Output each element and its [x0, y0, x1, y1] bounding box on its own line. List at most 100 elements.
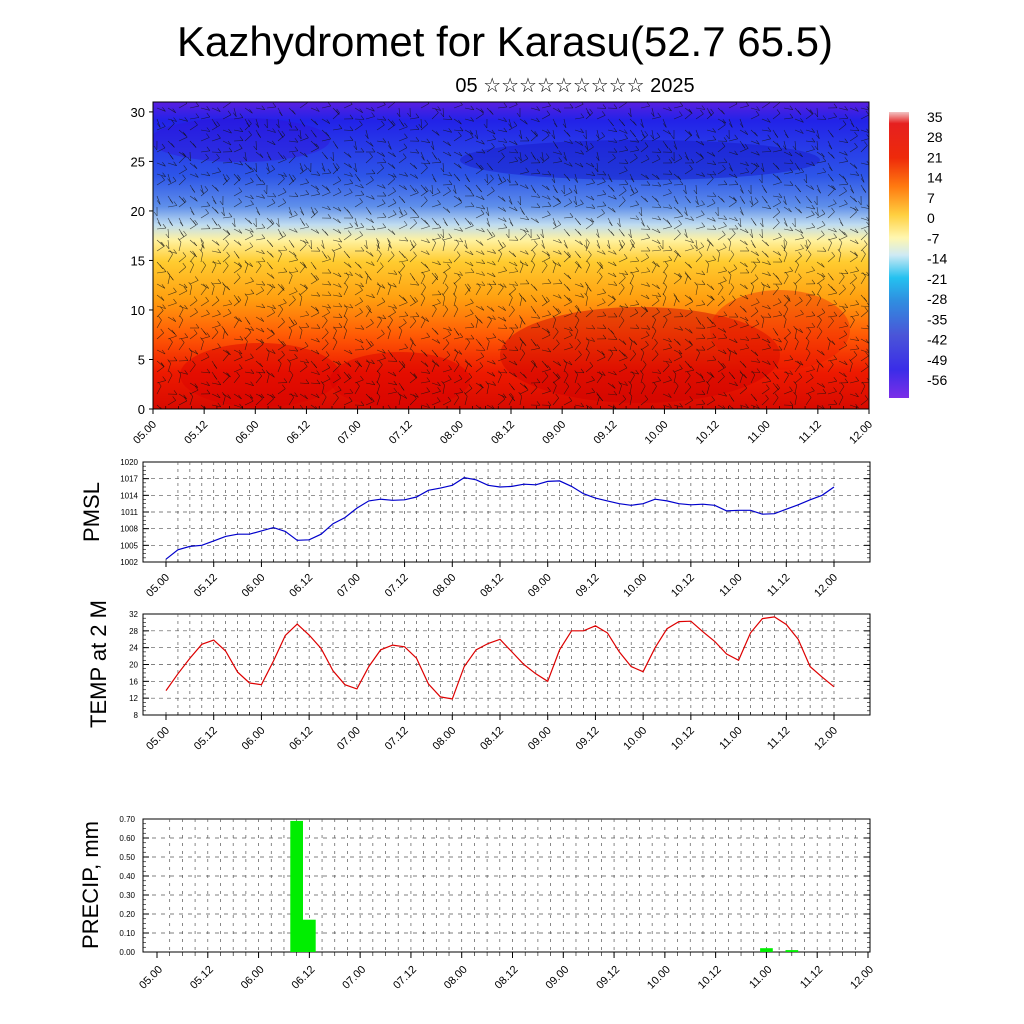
wind-barb-flag	[800, 244, 804, 249]
wind-barb	[178, 129, 187, 137]
colorbar-label: 14	[927, 170, 943, 186]
wind-barb	[255, 238, 265, 241]
wind-barb-flag	[382, 191, 387, 197]
wind-barb	[255, 290, 264, 296]
wind-barb	[376, 227, 386, 230]
wind-barb-flag	[276, 222, 280, 228]
wind-barb	[233, 129, 243, 132]
wind-barb	[354, 162, 357, 172]
wind-barb-flag	[413, 218, 417, 224]
heatmap-x-tick-label: 09.12	[591, 419, 619, 447]
wind-barb-flag	[346, 253, 350, 259]
wind-barb	[530, 244, 538, 252]
wind-barb-flag	[656, 175, 660, 180]
wind-barb-flag	[854, 206, 859, 211]
wind-barb-flag	[282, 198, 287, 203]
wind-barb-flag	[447, 151, 452, 157]
wind-barb	[519, 250, 529, 255]
wind-barb-flag	[182, 262, 187, 268]
precip-bars	[290, 820, 799, 952]
wind-barb-flag	[778, 178, 782, 183]
wind-barb-flag	[440, 112, 444, 118]
wind-barb	[475, 195, 485, 200]
wind-barb-flag	[183, 153, 187, 158]
wind-barb	[332, 239, 342, 243]
wind-barb-flag	[862, 188, 867, 193]
wind-barb-flag	[558, 294, 562, 299]
wind-barb	[244, 281, 254, 285]
wind-barb	[629, 217, 639, 220]
wind-barb	[849, 107, 859, 112]
wind-barb-flag	[459, 102, 463, 106]
wind-barb	[486, 316, 496, 320]
wind-barb	[662, 118, 667, 128]
wind-barb-flag	[525, 167, 529, 172]
wind-barb	[530, 264, 536, 274]
wind-barb-flag	[788, 151, 793, 157]
wind-barb-flag	[294, 146, 299, 151]
wind-barb	[728, 217, 738, 222]
wind-barb-flag	[503, 223, 508, 228]
wind-barb-flag	[765, 253, 769, 258]
precip-bar	[760, 948, 773, 952]
wind-barb	[717, 270, 727, 274]
wind-barb	[332, 167, 340, 175]
wind-barb	[178, 290, 188, 296]
wind-barb-flag	[226, 229, 230, 235]
wind-barb-flag	[447, 141, 451, 146]
wind-barb	[409, 283, 419, 286]
wind-barb	[508, 160, 518, 164]
wind-barb-flag	[184, 117, 188, 122]
wind-barb	[541, 173, 551, 176]
wind-barb	[376, 239, 380, 249]
wind-barb	[695, 255, 703, 263]
wind-barb	[167, 302, 177, 307]
wind-barb	[684, 112, 692, 120]
wind-barb	[585, 239, 588, 249]
wind-barb-flag	[767, 271, 771, 276]
wind-barb-flag	[514, 156, 519, 162]
wind-barb	[321, 239, 325, 249]
wind-barb	[552, 294, 562, 299]
wind-barb-flag	[182, 197, 187, 202]
wind-barb-flag	[601, 111, 606, 116]
wind-barb	[805, 254, 812, 263]
wind-barb-flag	[215, 209, 219, 214]
wind-barb	[167, 275, 171, 285]
wind-barb-flag	[866, 204, 869, 209]
wind-barb-flag	[556, 197, 561, 203]
wind-barb	[860, 254, 866, 263]
wind-barb	[739, 162, 749, 166]
wind-barb-flag	[855, 126, 860, 131]
page-title: Kazhydromet for Karasu(52.7 65.5)	[176, 18, 833, 65]
wind-barb-flag	[710, 285, 715, 290]
heatmap-x-tick-label: 11.12	[797, 419, 824, 446]
wind-barb	[816, 118, 827, 120]
wind-barb-flag	[160, 296, 165, 301]
wind-barb-flag	[590, 195, 595, 201]
wind-barb-flag	[862, 250, 866, 255]
wind-barb-flag	[304, 152, 308, 158]
wind-barb-flag	[778, 145, 783, 151]
wind-barb	[563, 239, 568, 249]
wind-barb-flag	[519, 260, 524, 265]
wind-barb-flag	[162, 107, 166, 112]
wind-barb-flag	[474, 134, 479, 139]
wind-barb	[585, 297, 588, 307]
wind-barb-flag	[745, 167, 750, 173]
wind-barb	[816, 160, 826, 164]
wind-barb-flag	[447, 186, 451, 192]
heatmap-y-tick-label: 0	[138, 402, 145, 417]
wind-barb-flag	[184, 304, 188, 310]
wind-barb-flag	[162, 304, 166, 309]
wind-barb-flag	[668, 106, 672, 112]
wind-barb-flag	[470, 298, 474, 303]
wind-barb	[376, 104, 386, 109]
wind-barb-flag	[349, 213, 354, 219]
wind-barb	[365, 250, 374, 257]
wind-barb-flag	[863, 297, 868, 302]
wind-barb-flag	[678, 154, 683, 159]
wind-barb-flag	[635, 256, 640, 262]
wind-barb	[222, 312, 232, 318]
wind-barb	[365, 129, 369, 139]
